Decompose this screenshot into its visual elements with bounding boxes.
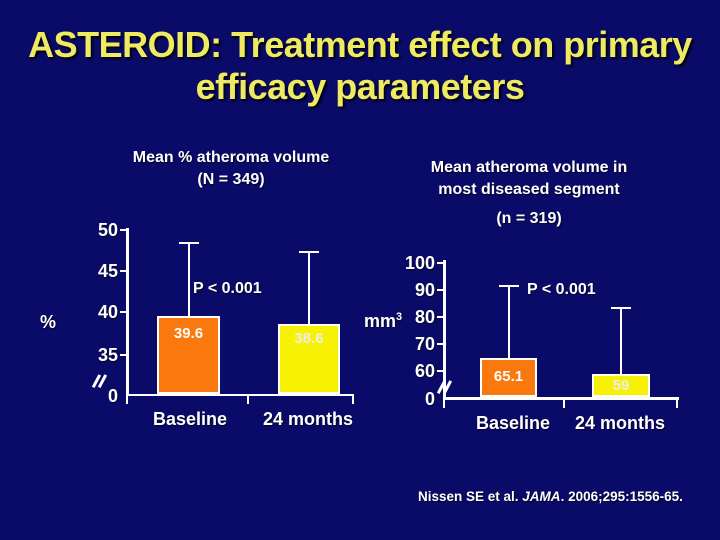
x-category-baseline: Baseline [152,409,228,429]
y-tick-label-60: 60 [414,361,435,381]
x-axis-line [443,397,679,400]
x-tick-mid [247,396,249,404]
error-bar-cap [299,250,319,253]
x-category-baseline: Baseline [475,413,551,433]
bar-24-months: 59 [592,374,650,398]
x-tick-start [443,399,445,408]
y-tick-40 [120,311,127,313]
y-tick-label-45: 45 [97,261,118,281]
y-tick-label-100: 100 [404,253,435,273]
p-value-label: P < 0.001 [193,280,262,297]
chart-subtitle: (n = 319) [496,210,562,227]
x-tick-end [352,396,354,404]
y-axis-unit-label: % [40,312,57,332]
citation-reference: . 2006;295:1556-65. [560,489,683,504]
x-category-24-months: 24 months [262,409,354,429]
x-tick-mid [563,399,565,408]
y-tick-label-0: 0 [107,386,118,406]
y-tick-35 [120,354,127,356]
bar-value-label: 39.6 [173,324,204,342]
error-bar-line [308,250,310,329]
citation-authors: Nissen SE et al. [418,489,523,504]
y-axis-unit-label: mm3 [364,311,402,332]
y-axis-break-icon [92,374,108,388]
y-tick-label-80: 80 [414,307,435,327]
error-bar-line [507,285,510,362]
y-tick-45 [120,269,127,272]
y-tick-label-50: 50 [97,220,118,240]
y-axis-break-icon [437,380,453,394]
chart-subtitle: (N = 349) [197,171,265,188]
error-bar-cap [498,285,519,288]
y-tick-90 [437,289,444,291]
citation-journal: JAMA [522,489,561,504]
y-tick-60 [437,370,444,372]
unit-base: mm [364,311,397,331]
unit-superscript: 3 [396,311,403,323]
x-tick-end [676,399,678,408]
x-tick-start [126,396,128,404]
bar-value-label: 38.6 [294,330,324,348]
y-tick-70 [437,343,444,345]
y-tick-100 [437,262,444,264]
x-category-24-months: 24 months [574,413,666,433]
chart-title: Mean % atheroma volume [132,149,330,166]
chart-title: Mean atheroma volume in [430,159,628,176]
x-axis-line [126,393,354,396]
y-tick-label-70: 70 [414,334,435,354]
y-tick-label-0: 0 [424,389,435,409]
error-bar-line [620,306,622,379]
bar-baseline: 39.6 [157,315,220,394]
bar-baseline: 65.1 [480,357,537,398]
bar-24-months: 38.6 [278,324,340,394]
error-bar-cap [611,306,631,309]
y-tick-label-90: 90 [414,280,435,300]
chart-title-line2: most diseased segment [438,181,620,198]
error-bar-line [187,242,190,320]
bar-value-label: 65.1 [493,367,524,385]
y-axis-line [126,228,129,396]
error-bar-cap [178,242,199,245]
y-tick-label-40: 40 [97,302,118,322]
y-tick-50 [120,228,127,231]
slide-title-line2: efficacy parameters [195,66,525,107]
y-tick-label-35: 35 [97,345,118,365]
p-value-label: P < 0.001 [527,281,596,298]
y-tick-80 [437,316,444,318]
bar-value-label: 59 [612,377,630,395]
y-axis-line [443,260,446,399]
slide-title-line1: ASTEROID: Treatment effect on primary [28,24,692,65]
citation: Nissen SE et al. JAMA. 2006;295:1556-65. [418,489,683,504]
